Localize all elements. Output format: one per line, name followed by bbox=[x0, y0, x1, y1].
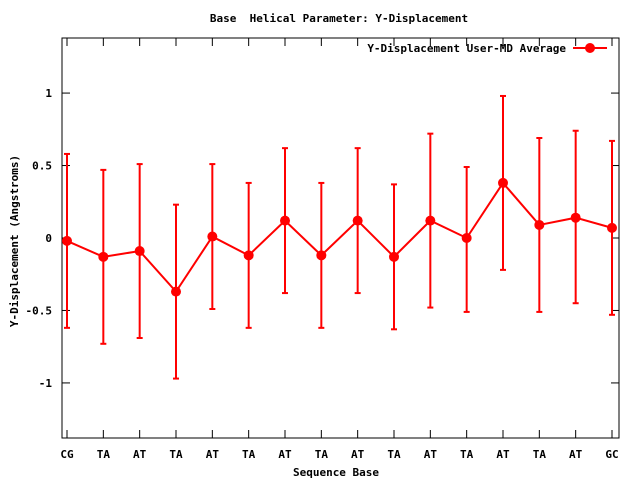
x-tick-label: TA bbox=[533, 448, 547, 461]
x-tick-label: TA bbox=[97, 448, 111, 461]
x-tick-label: AT bbox=[424, 448, 438, 461]
series-line bbox=[66, 181, 613, 294]
x-tick-label: AT bbox=[278, 448, 292, 461]
data-point bbox=[134, 246, 145, 257]
data-point bbox=[171, 286, 181, 297]
y-tick-label: -0.5 bbox=[26, 304, 53, 317]
data-point bbox=[280, 215, 290, 226]
y-axis-label: Y-Displacement (Angstroms) bbox=[8, 155, 21, 327]
chart-title: Base Helical Parameter: Y-Displacement bbox=[210, 12, 468, 25]
x-tick-label: TA bbox=[169, 448, 183, 461]
data-point bbox=[243, 250, 254, 261]
data-point bbox=[352, 215, 363, 226]
data-point bbox=[570, 212, 581, 223]
data-point bbox=[461, 233, 472, 243]
x-tick-label: TA bbox=[387, 448, 401, 461]
y-tick-label: 0 bbox=[45, 232, 52, 245]
data-point bbox=[316, 250, 327, 261]
data-point bbox=[389, 251, 399, 262]
x-tick-label: AT bbox=[133, 448, 147, 461]
data-point bbox=[98, 251, 109, 262]
data-point bbox=[207, 231, 218, 242]
x-axis-label: Sequence Base bbox=[293, 466, 379, 479]
x-tick-label: CG bbox=[60, 448, 74, 461]
data-point bbox=[534, 219, 545, 230]
x-tick-label: TA bbox=[315, 448, 329, 461]
x-tick-label: TA bbox=[242, 448, 256, 461]
x-tick-label: AT bbox=[496, 448, 510, 461]
data-point bbox=[607, 222, 617, 233]
y-tick-label: -1 bbox=[39, 377, 53, 390]
legend-marker bbox=[585, 43, 595, 53]
legend-entry-label: Y-Displacement User-MD Average bbox=[367, 42, 566, 55]
chart-legend: Y-Displacement User-MD Average bbox=[367, 42, 566, 55]
y-tick-label: 1 bbox=[45, 87, 52, 100]
x-tick-label: AT bbox=[206, 448, 220, 461]
x-tick-label: AT bbox=[569, 448, 583, 461]
data-point bbox=[62, 235, 72, 246]
x-tick-label: AT bbox=[351, 448, 365, 461]
x-tick-label: GC bbox=[605, 448, 618, 461]
data-point bbox=[425, 215, 436, 226]
x-tick-label: TA bbox=[460, 448, 474, 461]
data-point bbox=[498, 177, 508, 188]
y-tick-label: 0.5 bbox=[32, 160, 52, 173]
